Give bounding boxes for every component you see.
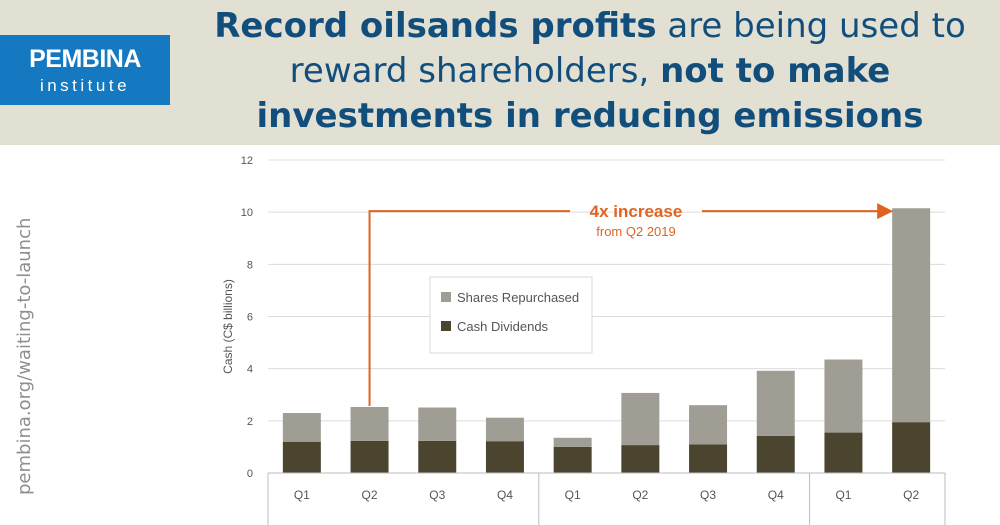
x-group-label: 2021 (661, 523, 688, 525)
title-middle: are being used to reward shareholders, (289, 6, 966, 91)
bar-segment (282, 441, 321, 473)
bar-segment (892, 208, 931, 423)
x-tick-label: Q4 (497, 488, 513, 502)
x-tick-label: Q3 (429, 488, 445, 502)
x-tick-label: Q2 (903, 488, 919, 502)
y-tick-label: 6 (247, 312, 253, 324)
y-axis-label: Cash (C$ billions) (221, 279, 235, 374)
bar-segment (553, 437, 592, 447)
bar-segment (892, 422, 931, 473)
x-tick-label: Q2 (362, 488, 378, 502)
bar-segment (282, 413, 321, 442)
bar-segment (756, 435, 795, 473)
bar-segment (485, 441, 524, 473)
legend-label: Shares Repurchased (457, 290, 579, 305)
bar-segment (824, 359, 863, 433)
y-tick-label: 10 (241, 207, 253, 219)
chart-legend: Shares Repurchased Cash Dividends (429, 276, 593, 354)
annotation-subtitle: from Q2 2019 (596, 224, 676, 239)
legend-box (429, 276, 593, 354)
x-tick-label: Q4 (768, 488, 784, 502)
bar-segment (689, 405, 728, 445)
bar-segment (621, 392, 660, 446)
x-group-label: 2019 (390, 523, 417, 525)
bar-segment (418, 440, 457, 473)
bar-segment (418, 407, 457, 441)
y-tick-label: 4 (247, 364, 253, 376)
header-banner: PEMBINA institute Record oilsands profit… (0, 0, 1000, 145)
title-emphasis-2: not to make investments in reducing emis… (256, 51, 924, 136)
bar-segment (756, 370, 795, 436)
logo-name: PEMBINA (29, 45, 141, 73)
bar-segment (553, 446, 592, 473)
bar-segment (485, 417, 524, 442)
bar-segment (621, 445, 660, 473)
legend-swatch (441, 321, 451, 331)
bar-segment (689, 444, 728, 473)
bar-segment (350, 407, 389, 441)
y-tick-label: 8 (247, 259, 253, 271)
x-tick-label: Q1 (294, 488, 310, 502)
annotation-title: 4x increase (590, 202, 683, 221)
x-tick-label: Q3 (700, 488, 716, 502)
x-group-label: 2022 (864, 523, 891, 525)
annotation-arrow (368, 210, 570, 407)
pembina-logo[interactable]: PEMBINA institute (0, 35, 170, 105)
y-tick-label: 12 (241, 155, 253, 167)
bar-segment (824, 432, 863, 473)
x-tick-label: Q1 (565, 488, 581, 502)
legend-swatch (441, 292, 451, 302)
y-tick-label: 0 (247, 468, 253, 480)
x-tick-label: Q1 (835, 488, 851, 502)
stacked-bar-chart: 0 2 4 6 8 10 12 Cash (C$ billions) Q1 Q2 Q3 Q4 Q1 Q2 Q… (221, 155, 946, 525)
page-title: Record oilsands profits are being used t… (190, 4, 990, 139)
title-emphasis-1: Record oilsands profits (214, 6, 657, 46)
bar-segment (350, 440, 389, 473)
y-tick-label: 2 (247, 416, 253, 428)
logo-subtitle: institute (39, 76, 131, 95)
x-tick-label: Q2 (632, 488, 648, 502)
legend-label: Cash Dividends (457, 319, 549, 334)
